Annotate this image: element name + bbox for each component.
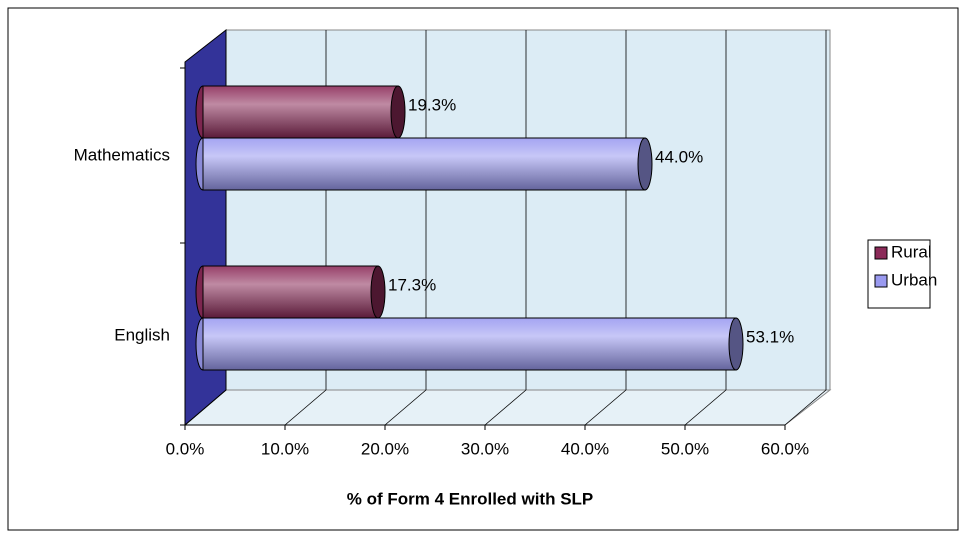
bar-cap [370,265,386,319]
legend-swatch [874,274,888,288]
y-tick-label: English [114,326,170,345]
floor-grid-line [684,389,727,426]
bar-cap [728,317,744,371]
y-tick-label: Mathematics [74,146,170,165]
floor [183,389,832,426]
data-label: 53.1% [746,327,794,346]
bar-cap [390,85,406,139]
x-tick-label: 20.0% [361,439,409,458]
bar [202,317,737,371]
floor-grid-line [484,389,527,426]
x-tick-label: 50.0% [661,439,709,458]
legend-label: Rural [891,242,932,261]
bar [202,85,399,139]
data-label: 17.3% [388,275,436,294]
floor-grid-line [284,389,327,426]
floor-grid-line [384,389,427,426]
data-label: 19.3% [408,95,456,114]
x-tick-label: 0.0% [166,439,205,458]
legend-swatch [874,246,888,260]
data-label: 44.0% [655,147,703,166]
x-axis-label: % of Form 4 Enrolled with SLP [347,489,594,508]
legend-label: Urban [891,270,937,289]
floor-grid-line [184,389,227,426]
x-tick-label: 60.0% [761,439,809,458]
floor-grid-line [584,389,627,426]
x-tick-label: 30.0% [461,439,509,458]
x-tick-label: 40.0% [561,439,609,458]
bar [202,265,379,319]
x-tick-label: 10.0% [261,439,309,458]
bar [202,137,646,191]
floor-grid-line [784,389,827,426]
bar-cap [637,137,653,191]
